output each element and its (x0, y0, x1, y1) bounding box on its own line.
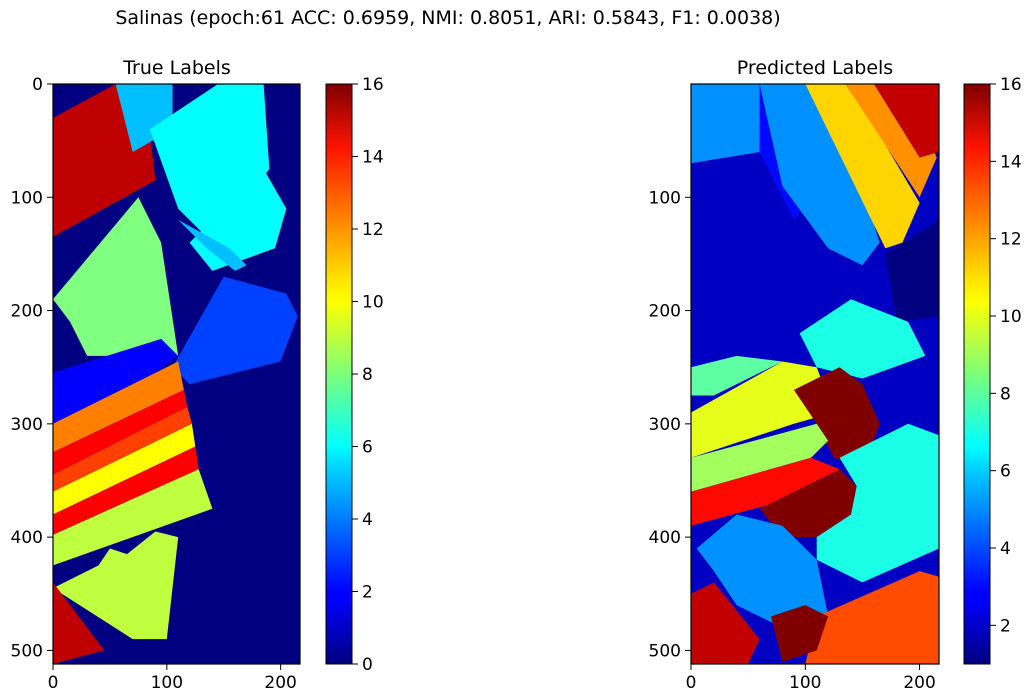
y-tick-label: 300 (11, 415, 43, 435)
heatmap-region (816, 423, 939, 583)
heatmap-region (759, 469, 857, 538)
colorbar-tick-label: 2 (362, 583, 373, 603)
figure-suptitle: Salinas (epoch:61 ACC: 0.6959, NMI: 0.80… (115, 7, 780, 29)
heatmap-region (691, 84, 760, 164)
heatmap-image (691, 84, 939, 664)
heatmap-region (845, 84, 937, 198)
colorbar-tick-label: 14 (362, 148, 384, 168)
heatmap-region (691, 457, 840, 526)
heatmap-image (53, 84, 300, 664)
heatmap-region (691, 582, 760, 664)
colorbar-tick-label: 4 (1000, 539, 1011, 559)
heatmap-region (691, 355, 783, 396)
colorbar-tick-label: 6 (1000, 462, 1011, 482)
heatmap-region (799, 299, 926, 379)
heatmap-region (53, 423, 196, 515)
y-tick-label: 0 (32, 75, 43, 95)
heatmap-region (691, 423, 829, 492)
y-tick-label: 500 (11, 641, 43, 661)
heatmap-region (873, 84, 939, 158)
y-tick-label: 400 (11, 528, 43, 548)
axes-frame (690, 83, 940, 665)
colorbar-tick-label: 4 (362, 510, 373, 530)
panel-title: True Labels (122, 57, 231, 79)
heatmap-region (793, 367, 880, 470)
y-tick-label: 200 (11, 302, 43, 322)
heatmap-region (771, 605, 829, 662)
x-tick-label: 0 (48, 673, 59, 693)
heatmap-region (691, 361, 834, 458)
y-tick-label: 400 (649, 528, 681, 548)
heatmap-region (759, 84, 880, 266)
predicted-labels-panel: Predicted Labels 0 100 200 100 200 300 400 500 2 4… (649, 57, 1022, 693)
heatmap-region (172, 276, 298, 385)
heatmap-region (53, 582, 105, 664)
colorbar-tick-label: 16 (362, 75, 384, 95)
y-tick-label: 500 (649, 641, 681, 661)
heatmap-region (53, 446, 199, 535)
colorbar-tick-label: 14 (1000, 152, 1022, 172)
heatmap-region (53, 389, 188, 475)
x-tick-label: 0 (686, 673, 697, 693)
heatmap-region (178, 219, 247, 271)
x-tick-label: 100 (789, 673, 821, 693)
heatmap-region (696, 514, 829, 628)
y-tick-label: 200 (649, 302, 681, 322)
heatmap-region (53, 469, 213, 566)
colorbar-tick-label: 16 (1000, 75, 1022, 95)
heatmap-region (53, 197, 179, 356)
y-tick-label: 300 (649, 415, 681, 435)
heatmap-region (53, 361, 184, 453)
colorbar-tick-label: 8 (362, 365, 373, 385)
axes-frame (52, 83, 301, 665)
colorbar-tick-label: 10 (362, 293, 384, 313)
x-tick-label: 100 (151, 673, 183, 693)
colorbar-tick-label: 0 (362, 655, 373, 675)
x-tick-label: 200 (264, 673, 296, 693)
colorbar-tick-label: 10 (1000, 307, 1022, 327)
colorbar (325, 83, 353, 665)
y-tick-label: 100 (11, 188, 43, 208)
heatmap-region (885, 219, 939, 322)
heatmap-region (53, 406, 192, 492)
x-tick-label: 200 (903, 673, 935, 693)
heatmap-region (805, 84, 920, 249)
panel-title: Predicted Labels (737, 57, 893, 79)
colorbar (963, 83, 991, 665)
colorbar-tick-label: 12 (1000, 230, 1022, 250)
colorbar-tick-label: 6 (362, 438, 373, 458)
colorbar-tick-label: 12 (362, 220, 384, 240)
colorbar-tick-label: 2 (1000, 616, 1011, 636)
colorbar-tick-label: 8 (1000, 384, 1011, 404)
heatmap-region (53, 531, 179, 640)
y-tick-label: 100 (649, 188, 681, 208)
heatmap-region (805, 571, 939, 664)
